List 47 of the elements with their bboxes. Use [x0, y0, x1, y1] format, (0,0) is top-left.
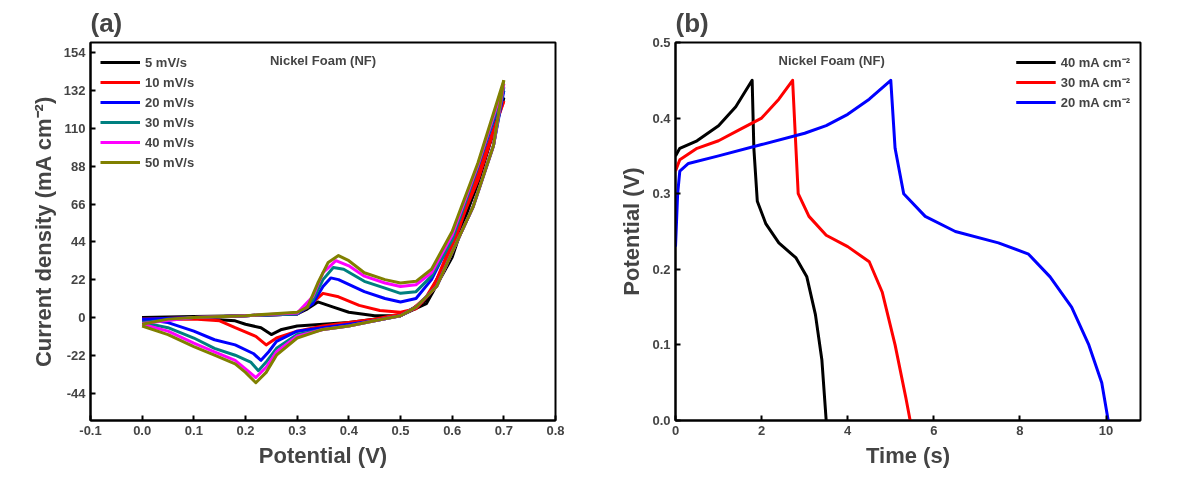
legend-label: 40 mV/s: [145, 134, 195, 150]
y-tick-label: 154: [63, 45, 87, 61]
annotation: Nickel Foam (NF): [269, 52, 377, 68]
legend-label: 5 mV/s: [145, 54, 187, 70]
x-tick-label: -0.1: [79, 422, 102, 438]
annotation: Nickel Foam (NF): [778, 52, 885, 68]
x-tick-label: 6: [930, 422, 938, 438]
y-tick-label: 0.4: [652, 110, 672, 126]
x-tick-label: 8: [1016, 422, 1024, 438]
x-tick-label: 0.5: [391, 422, 410, 438]
legend-label: 20 mA cm⁻²: [1060, 94, 1130, 111]
y-tick-label: 0: [78, 309, 86, 325]
legend-label: 30 mA cm⁻²: [1060, 74, 1130, 91]
y-tick-label: -22: [66, 347, 86, 363]
y-tick-label: 88: [71, 158, 86, 174]
y-tick-label: 0.1: [652, 337, 671, 353]
legend-label: 20 mV/s: [145, 94, 195, 110]
x-tick-label: 0.7: [494, 422, 513, 438]
y-tick-label: 0.2: [652, 261, 671, 277]
legend-label: 10 mV/s: [145, 74, 195, 90]
x-tick-label: 0.8: [546, 422, 565, 438]
x-axis-title: Time (s): [866, 442, 950, 468]
y-tick-label: 132: [63, 83, 86, 99]
y-tick-label: 0.5: [652, 35, 671, 50]
y-tick-label: -44: [66, 385, 87, 401]
x-tick-label: 0.0: [133, 422, 152, 438]
legend-label: 30 mV/s: [145, 114, 195, 130]
x-tick-label: 10: [1098, 422, 1114, 438]
y-tick-label: 66: [71, 196, 86, 212]
x-tick-label: 0.3: [288, 422, 307, 438]
y-tick-label: 0.3: [652, 186, 671, 202]
legend-label: 50 mV/s: [145, 154, 195, 170]
x-tick-label: 0.2: [236, 422, 255, 438]
y-tick-label: 22: [71, 272, 86, 288]
x-tick-label: 4: [844, 422, 853, 438]
x-tick-label: 0.6: [443, 422, 462, 438]
legend-label: 40 mA cm⁻²: [1060, 54, 1130, 71]
chart-title: (b): [675, 7, 709, 38]
chart-title: (a): [90, 7, 123, 38]
y-axis-title: Current density (mA cm⁻²): [30, 96, 56, 368]
y-tick-label: 110: [64, 120, 86, 136]
x-axis-title: Potential (V): [258, 442, 388, 468]
y-tick-label: 44: [71, 234, 87, 250]
y-axis-title: Potential (V): [619, 167, 645, 296]
x-tick-label: 0.1: [184, 422, 203, 438]
x-tick-label: 2: [758, 422, 766, 438]
x-tick-label: 0.4: [339, 422, 359, 438]
